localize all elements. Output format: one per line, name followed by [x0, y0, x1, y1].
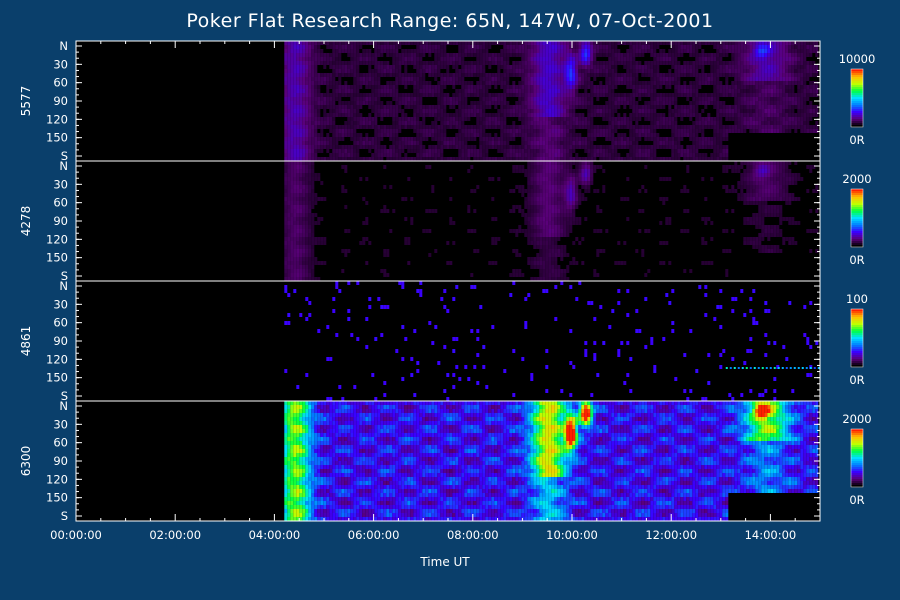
colorbar: 2000 0R: [842, 172, 871, 267]
y-tick-label: 60: [53, 196, 68, 210]
panel-4278: N 30 60 90 120 150 S 4278 2000 0R: [19, 159, 872, 283]
panel-5577: N 30 60 90 120 150 S 5577 10000 0R: [19, 39, 875, 163]
colorbar: 100 0R: [846, 292, 868, 387]
heatmap-cells: [284, 41, 819, 161]
panel-wavelength-label: 6300: [19, 446, 33, 477]
y-tick-label: N: [59, 39, 68, 53]
colorbar-max-label: 100: [846, 292, 868, 306]
heatmap-cells: [284, 281, 820, 401]
y-tick-label: 150: [46, 251, 68, 265]
colorbar-min-label: 0R: [849, 493, 864, 507]
x-tick-label: 00:00:00: [50, 528, 102, 542]
y-tick-label: 150: [46, 371, 68, 385]
y-tick-label: 90: [53, 334, 68, 348]
x-tick-label: 12:00:00: [645, 528, 697, 542]
y-tick-label: 90: [53, 94, 68, 108]
panel-wavelength-label: 4278: [19, 206, 33, 237]
panel-4861: N 30 60 90 120 150 S 4861 100 0R: [19, 279, 868, 403]
colorbar-max-label: 10000: [839, 52, 876, 66]
y-tick-label: N: [59, 159, 68, 173]
heatmap-cells: [284, 161, 819, 281]
y-tick-label: 90: [53, 454, 68, 468]
x-tick-label: 04:00:00: [249, 528, 301, 542]
y-tick-label: 30: [53, 177, 68, 191]
panel-wavelength-label: 4861: [19, 326, 33, 357]
y-tick-label: 120: [46, 352, 68, 366]
x-tick-label: 08:00:00: [447, 528, 499, 542]
y-tick-label: S: [61, 389, 68, 403]
y-tick-label: 120: [46, 112, 68, 126]
y-tick-label: N: [59, 399, 68, 413]
heatmap-cells: [284, 401, 819, 521]
colorbar: 10000 0R: [839, 52, 876, 147]
panel-background: [76, 281, 820, 401]
x-axis-label: Time UT: [420, 555, 470, 569]
colorbar-min-label: 0R: [849, 253, 864, 267]
y-tick-label: 60: [53, 316, 68, 330]
x-tick-label: 10:00:00: [546, 528, 598, 542]
y-tick-label: 30: [53, 297, 68, 311]
y-tick-label: 120: [46, 472, 68, 486]
colorbar: 2000 0R: [842, 412, 871, 507]
chart-title: Poker Flat Research Range: 65N, 147W, 07…: [186, 10, 714, 32]
x-tick-label: 02:00:00: [149, 528, 201, 542]
y-tick-label: 60: [53, 436, 68, 450]
panel-wavelength-label: 5577: [19, 86, 33, 117]
y-tick-label: 90: [53, 214, 68, 228]
y-tick-label: N: [59, 279, 68, 293]
colorbar-min-label: 0R: [849, 373, 864, 387]
y-tick-label: 120: [46, 232, 68, 246]
y-tick-label: 30: [53, 57, 68, 71]
y-tick-label: 150: [46, 491, 68, 505]
colorbar-min-label: 0R: [849, 133, 864, 147]
colorbar-max-label: 2000: [842, 412, 871, 426]
y-tick-label: 150: [46, 131, 68, 145]
panel-6300: N 30 60 90 120 150 S 6300 2000 0R: [19, 399, 872, 523]
x-tick-label: 14:00:00: [745, 528, 797, 542]
x-tick-label: 06:00:00: [348, 528, 400, 542]
y-tick-label: S: [61, 269, 68, 283]
y-tick-label: 30: [53, 417, 68, 431]
y-tick-label: S: [61, 149, 68, 163]
y-tick-label: 60: [53, 76, 68, 90]
colorbar-max-label: 2000: [842, 172, 871, 186]
y-tick-label: S: [61, 509, 68, 523]
